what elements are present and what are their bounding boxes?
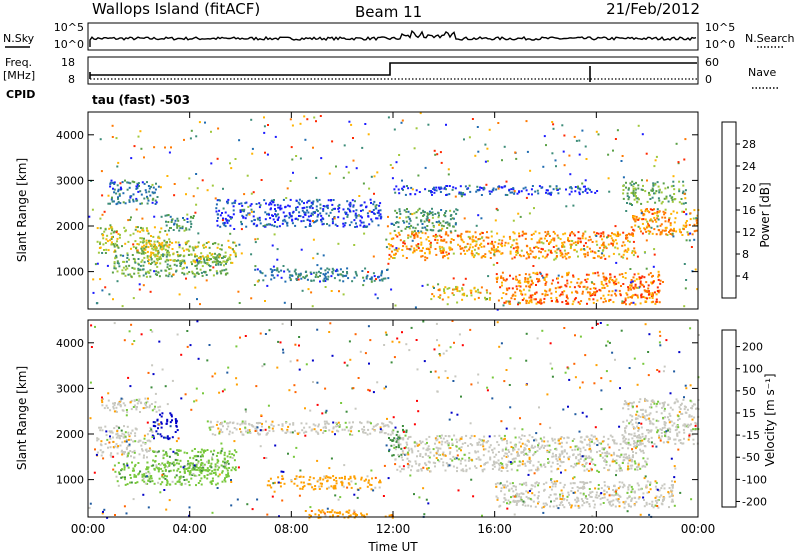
velocity-colorbar: 200 100 50 15 -15 -50 -100 -200 [721,329,767,508]
x-tick-label: 20:00 [579,522,614,536]
power-colorbar-tick-label: 16 [742,204,756,217]
velocity-colorbar-tick-label: 200 [742,341,763,354]
velocity-colorbar-tick-label: 100 [742,363,763,376]
power-echo-region [254,267,390,283]
cpid-label: CPID [6,88,35,101]
power-colorbar-tick-label: 4 [742,270,749,283]
cpid-value: tau (fast) -503 [92,93,190,107]
power-colorbar-label: Power [dB] [758,182,772,247]
nave-label: Nave [748,66,776,79]
power-echo-region [164,213,195,232]
power-echo-region [139,239,238,265]
power-ylabel: Slant Range [km] [15,158,29,262]
noise-left-tick-bottom: 10^0 [54,38,84,51]
power-colorbar-tick-label: 20 [742,182,756,195]
freq-trace [90,62,697,76]
scatter-speckle [88,320,700,519]
y-tick-label: 1000 [56,266,84,279]
noise-sky-label: N.Sky [3,32,35,45]
velocity-ylabel: Slant Range [km] [15,366,29,470]
velocity-echo-region [393,434,649,473]
velocity-colorbar-tick-label: -200 [742,495,767,508]
freq-left-tick-bottom: 8 [68,73,75,86]
noise-right-tick-bottom: 10^0 [705,38,735,51]
power-echo-region [96,226,171,255]
velocity-echo-region [206,420,395,436]
freq-label: Freq. [5,56,32,69]
x-tick-label: 00:00 [681,522,716,536]
noise-right-tick-top: 10^5 [705,21,735,34]
velocity-echo-region [96,425,154,459]
x-tick-label: 12:00 [376,522,411,536]
noise-sky-trace [89,29,697,47]
velocity-echo-region [100,397,162,414]
y-tick-label: 3000 [56,382,84,395]
nave-right-tick-bottom: 0 [705,73,712,86]
velocity-echo-region [152,447,238,473]
y-tick-label: 2000 [56,428,84,441]
power-echo-region [393,207,459,233]
date-title: 21/Feb/2012 [606,0,700,18]
power-echo-region [215,198,383,228]
power-echo-region [113,253,230,279]
power-echo-region [393,185,599,196]
y-tick-label: 4000 [56,337,84,350]
power-echo-region [387,230,637,260]
velocity-panel-frame [87,319,699,518]
velocity-echo-region [494,480,674,509]
velocity-echo-region [622,397,700,446]
power-colorbar: 4 8 12 16 20 24 28 [721,121,756,299]
power-colorbar-tick-label: 24 [742,160,756,173]
velocity-colorbar-tick-label: 50 [742,385,756,398]
noise-search-label: N.Search [745,32,795,45]
beam-title: Beam 11 [355,3,422,21]
x-tick-label: 08:00 [274,522,309,536]
velocity-colorbar-tick-label: 15 [742,407,756,420]
x-tick-label: 16:00 [477,522,512,536]
x-tick-label: 00:00 [71,522,106,536]
velocity-heatmap-cells [88,320,700,519]
power-colorbar-tick-label: 28 [742,138,756,151]
freq-left-tick-top: 18 [61,56,75,69]
velocity-colorbar-label: Velocity [m s⁻¹] [763,373,777,466]
power-echo-region [431,285,492,301]
time-axis-label: Time UT [367,540,418,554]
power-colorbar-tick-label: 8 [742,248,749,261]
noise-left-tick-top: 10^5 [54,21,84,34]
power-echo-region [495,271,662,306]
power-axes: 1000 2000 3000 4000 [56,112,699,309]
velocity-echo-region [266,475,382,491]
power-echo-region [622,180,687,205]
freq-unit-label: [MHz] [3,69,35,82]
x-tick-label: 04:00 [172,522,207,536]
velocity-colorbar-tick-label: -50 [742,451,760,464]
scatter-speckle [88,112,699,311]
station-title: Wallops Island (fitACF) [92,0,260,18]
velocity-axes: 1000 2000 3000 4000 00:00 04:00 08:00 12:00 16:0… [56,320,715,536]
y-tick-label: 4000 [56,129,84,142]
y-tick-label: 1000 [56,474,84,487]
noise-panel-frame [87,22,699,51]
velocity-colorbar-tick-label: -100 [742,473,767,486]
power-colorbar-tick-label: 12 [742,226,756,239]
y-tick-label: 2000 [56,220,84,233]
power-echo-region [630,208,700,236]
velocity-colorbar-tick-label: -15 [742,429,760,442]
freq-panel-frame [87,56,699,85]
power-heatmap-cells [88,112,700,311]
velocity-colorbar-frame [721,329,737,508]
velocity-echo-region [388,425,408,458]
power-colorbar-frame [721,121,737,299]
y-tick-label: 3000 [56,174,84,187]
nave-right-tick-top: 60 [705,56,719,69]
velocity-echo-region [151,412,179,441]
velocity-echo-region [113,461,230,487]
